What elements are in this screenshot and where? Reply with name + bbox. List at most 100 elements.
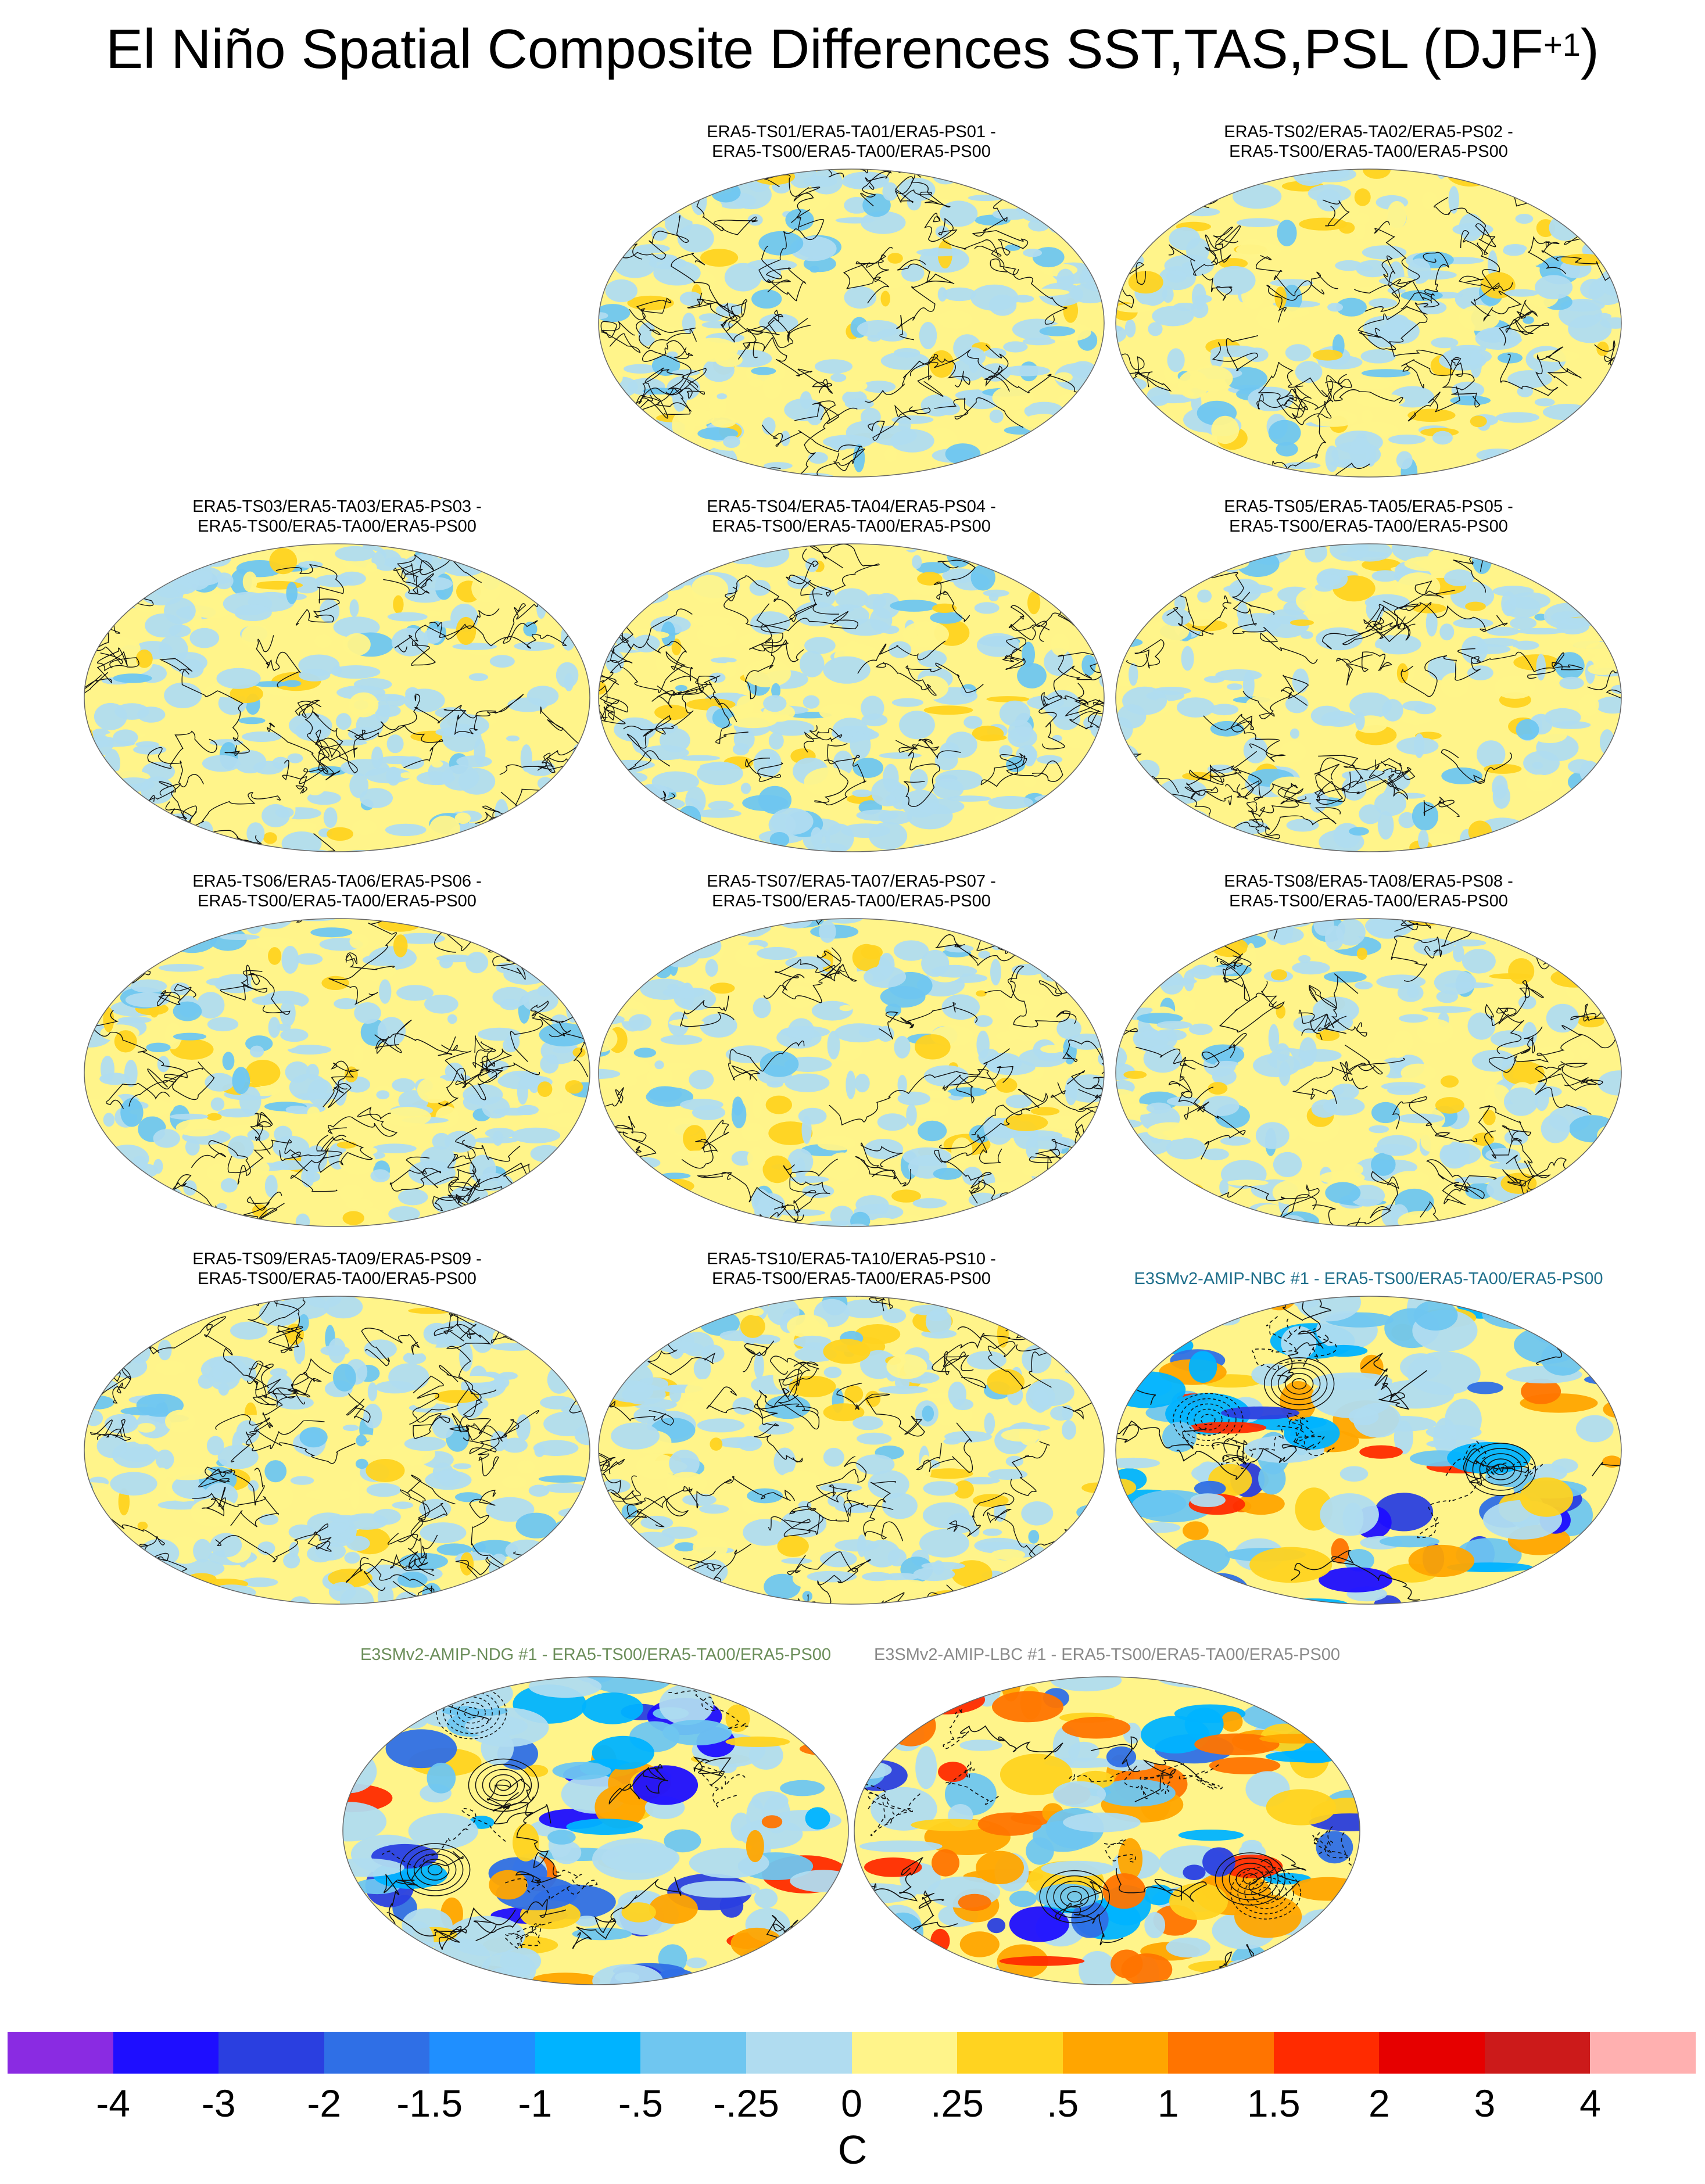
anomaly-patch xyxy=(880,986,926,1008)
anomaly-patch xyxy=(752,1092,762,1119)
anomaly-patch xyxy=(650,1565,680,1572)
panel-ts09: ERA5-TS09/ERA5-TA09/ERA5-PS09 - ERA5-TS00… xyxy=(81,1249,593,1609)
psl-contour xyxy=(323,1060,360,1108)
anomaly-patch xyxy=(959,1931,1000,1957)
panel-title-line1: ERA5-TS05/ERA5-TA05/ERA5-PS05 - xyxy=(1224,497,1513,516)
psl-contour xyxy=(1116,367,1153,389)
anomaly-patch xyxy=(970,564,995,591)
psl-contour xyxy=(148,1316,270,1389)
psl-contour xyxy=(1256,375,1353,411)
anomaly-patch xyxy=(1267,1677,1337,1704)
psl-contour xyxy=(245,1420,325,1451)
anomaly-patch xyxy=(838,379,868,392)
anomaly-patch xyxy=(1309,1077,1344,1089)
colorbar-swatch xyxy=(851,2032,958,2074)
psl-contour xyxy=(1308,462,1370,477)
anomaly-patch xyxy=(891,1189,921,1203)
anomaly-patch xyxy=(1040,1045,1064,1053)
anomaly-patch xyxy=(786,1314,828,1338)
anomaly-patch xyxy=(1277,220,1297,246)
anomaly-patch xyxy=(934,169,962,174)
anomaly-patch xyxy=(1299,1037,1317,1067)
panel-ts06: ERA5-TS06/ERA5-TA06/ERA5-PS06 - ERA5-TS00… xyxy=(81,872,593,1232)
anomaly-patch xyxy=(1227,683,1243,690)
psl-contour xyxy=(1400,580,1508,632)
anomaly-patch xyxy=(1255,1122,1290,1149)
anomaly-patch xyxy=(841,174,889,190)
anomaly-patch xyxy=(1125,544,1158,570)
anomaly-patch xyxy=(962,1311,973,1325)
anomaly-patch xyxy=(667,169,688,187)
anomaly-patch xyxy=(1359,804,1382,824)
anomaly-patch xyxy=(408,1160,456,1186)
anomaly-patch xyxy=(465,952,489,974)
anomaly-patch xyxy=(481,836,524,849)
anomaly-patch xyxy=(1138,806,1169,832)
anomaly-patch xyxy=(807,406,823,425)
anomaly-patch xyxy=(1583,597,1616,613)
anomaly-patch xyxy=(1183,1184,1206,1211)
anomaly-patch xyxy=(1241,1839,1262,1852)
anomaly-patch xyxy=(991,1549,1026,1561)
anomaly-patch xyxy=(84,837,113,851)
anomaly-patch xyxy=(711,657,737,664)
psl-contour xyxy=(1201,273,1233,301)
anomaly-patch xyxy=(1020,288,1070,296)
anomaly-patch xyxy=(1034,450,1079,472)
anomaly-patch xyxy=(1336,297,1367,317)
anomaly-patch xyxy=(1362,245,1407,260)
anomaly-patch xyxy=(983,1528,1002,1536)
anomaly-patch xyxy=(711,415,736,428)
psl-contour-ring xyxy=(413,1853,457,1886)
anomaly-patch xyxy=(628,1590,653,1604)
psl-contour xyxy=(245,1296,306,1326)
anomaly-patch xyxy=(1327,303,1344,312)
anomaly-patch xyxy=(1219,1971,1298,1983)
anomaly-patch xyxy=(184,566,223,586)
anomaly-patch xyxy=(1571,1106,1588,1116)
anomaly-patch xyxy=(538,1097,563,1114)
anomaly-patch xyxy=(1611,684,1621,694)
anomaly-patch xyxy=(285,1105,309,1114)
anomaly-patch xyxy=(1467,1382,1503,1394)
anomaly-patch xyxy=(1558,169,1607,182)
anomaly-patch xyxy=(1183,1521,1209,1540)
map-nbc xyxy=(1115,1296,1622,1605)
anomaly-patch xyxy=(1585,449,1621,473)
anomaly-patch xyxy=(527,1307,557,1313)
anomaly-patch xyxy=(1431,337,1459,349)
anomaly-patch xyxy=(573,766,590,784)
anomaly-patch xyxy=(405,687,420,701)
psl-contour xyxy=(1401,357,1475,390)
psl-contour xyxy=(863,1481,904,1541)
anomaly-patch xyxy=(1453,944,1464,963)
anomaly-patch xyxy=(1407,408,1456,422)
anomaly-patch xyxy=(1232,184,1282,209)
anomaly-patch xyxy=(295,1213,310,1227)
anomaly-patch xyxy=(155,1360,186,1375)
psl-contour xyxy=(782,947,841,1003)
psl-contour xyxy=(537,752,576,771)
anomaly-patch xyxy=(690,1970,767,1985)
psl-contour xyxy=(804,725,843,753)
anomaly-patch xyxy=(705,1296,723,1321)
panel-ts05: ERA5-TS05/ERA5-TA05/ERA5-PS05 - ERA5-TS00… xyxy=(1113,497,1624,857)
psl-contour xyxy=(632,386,692,415)
anomaly-patch xyxy=(1398,792,1426,799)
psl-contour xyxy=(679,368,707,399)
anomaly-patch xyxy=(1484,763,1522,774)
anomaly-patch xyxy=(1319,1171,1365,1185)
anomaly-patch xyxy=(599,923,641,951)
anomaly-patch xyxy=(859,271,909,289)
psl-contour xyxy=(1066,1051,1104,1089)
anomaly-patch xyxy=(724,263,762,292)
anomaly-patch xyxy=(1366,919,1409,939)
anomaly-patch xyxy=(1265,1214,1278,1227)
anomaly-patch xyxy=(1497,460,1510,477)
map-ts07 xyxy=(598,918,1105,1227)
anomaly-patch xyxy=(1399,1014,1428,1023)
anomaly-patch xyxy=(809,266,819,273)
anomaly-patch xyxy=(378,755,418,765)
anomaly-patch xyxy=(1051,633,1070,656)
panel-title-line1: ERA5-TS04/ERA5-TA04/ERA5-PS04 - xyxy=(707,497,996,516)
